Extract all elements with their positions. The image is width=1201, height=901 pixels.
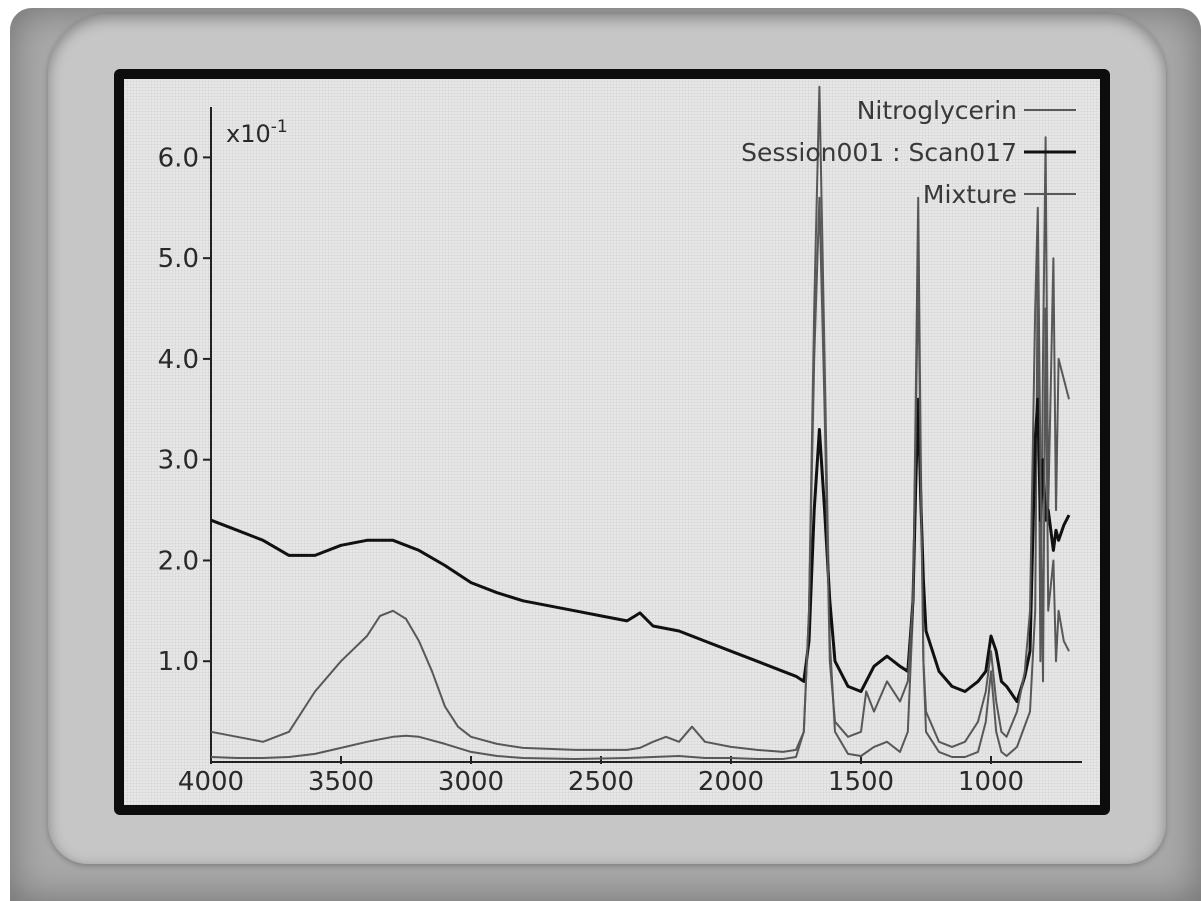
legend: Nitroglycerin Session001 : Scan017 Mixture — [741, 96, 1076, 209]
legend-label: Session001 : Scan017 — [741, 138, 1017, 167]
y-tick-label: 6.0 — [158, 143, 199, 173]
series-line-1 — [210, 85, 1070, 760]
series-lines — [210, 85, 1071, 760]
legend-label: Nitroglycerin — [857, 96, 1017, 125]
x-ticks: 4000 3500 3000 2500 2000 1500 1000 — [178, 756, 1024, 797]
x-tick-label: 1000 — [958, 767, 1024, 797]
y-tick-label: 1.0 — [158, 647, 199, 677]
x-tick-label: 2000 — [698, 767, 764, 797]
y-multiplier-base: x10 — [226, 120, 271, 148]
lcd-screen: x10-1 1.0 2.0 3.0 4.0 5.0 6.0 4000 3500 3000 250… — [124, 79, 1100, 805]
y-tick-label: 5.0 — [158, 244, 199, 274]
x-tick-label: 1500 — [828, 767, 894, 797]
x-tick-label: 2500 — [568, 767, 634, 797]
axes — [210, 107, 1082, 763]
spectrum-chart: x10-1 1.0 2.0 3.0 4.0 5.0 6.0 4000 3500 3000 250… — [158, 85, 1082, 797]
y-tick-label: 4.0 — [158, 345, 199, 375]
y-tick-label: 3.0 — [158, 446, 199, 476]
y-multiplier: x10-1 — [226, 117, 288, 148]
y-multiplier-exp: -1 — [271, 117, 288, 137]
y-tick-label: 2.0 — [158, 546, 199, 576]
x-tick-label: 3500 — [308, 767, 374, 797]
x-tick-label: 3000 — [438, 767, 504, 797]
y-ticks: 1.0 2.0 3.0 4.0 5.0 6.0 — [158, 143, 212, 677]
series-line-3 — [210, 196, 1070, 753]
x-tick-label: 4000 — [178, 767, 244, 797]
series-line-2 — [210, 397, 1071, 703]
legend-label: Mixture — [923, 180, 1017, 209]
